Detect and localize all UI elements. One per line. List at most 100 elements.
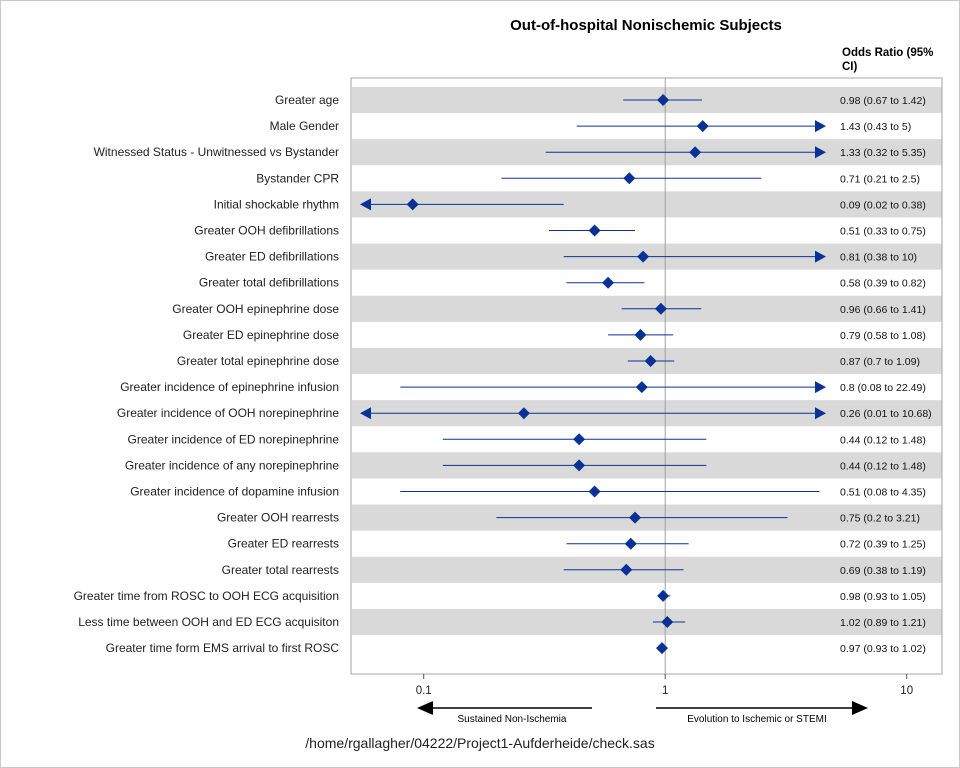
odds-ratio-marker: [588, 224, 601, 237]
x-axis: 0.1 1 10: [416, 674, 913, 697]
ci-clip-arrow-right: [815, 407, 826, 420]
row-label: Greater incidence of epinephrine infusio…: [120, 380, 339, 394]
or-ci-label: 0.44 (0.12 to 1.48): [840, 434, 926, 446]
x-tick-label: 1: [662, 685, 668, 697]
ci-clip-arrow-left: [360, 407, 371, 420]
forest-row: Greater time from ROSC to OOH ECG acquis…: [74, 589, 926, 603]
odds-ratio-marker: [624, 537, 637, 550]
row-label: Greater time from ROSC to OOH ECG acquis…: [74, 589, 339, 603]
odds-ratio-marker: [689, 146, 702, 159]
x-tick-label: 0.1: [416, 685, 432, 697]
row-label: Greater incidence of dopamine infusion: [130, 485, 339, 499]
forest-row: Greater age 0.98 (0.67 to 1.42): [275, 93, 926, 107]
forest-row: Greater total epinephrine dose 0.87 (0.7 …: [177, 354, 920, 368]
odds-ratio-marker: [635, 381, 648, 394]
left-direction-arrow: Sustained Non-Ischemia: [417, 701, 592, 725]
row-label: Male Gender: [270, 119, 339, 133]
forest-row: Greater OOH defibrillations 0.51 (0.33 to…: [194, 224, 926, 238]
right-direction-arrow: Evolution to Ischemic or STEMI: [656, 701, 868, 725]
or-ci-label: 0.79 (0.58 to 1.08): [840, 330, 926, 342]
row-label: Greater age: [275, 93, 339, 107]
or-ci-label: 0.51 (0.08 to 4.35): [840, 487, 926, 499]
forest-row: Witnessed Status - Unwitnessed vs Bystan…: [94, 145, 926, 159]
forest-row: Greater ED defibrillations 0.81 (0.38 to …: [205, 250, 917, 264]
row-label: Greater incidence of OOH norepinephrine: [117, 406, 339, 420]
right-arrow-label: Evolution to Ischemic or STEMI: [687, 714, 827, 725]
odds-ratio-marker: [657, 589, 670, 602]
or-ci-label: 0.81 (0.38 to 10): [840, 252, 917, 264]
or-ci-label: 0.69 (0.38 to 1.19): [840, 565, 926, 577]
or-ci-label: 0.96 (0.66 to 1.41): [840, 304, 926, 316]
or-header-line1: Odds Ratio (95%: [842, 47, 933, 59]
or-ci-label: 0.58 (0.39 to 0.82): [840, 278, 926, 290]
forest-row: Initial shockable rhythm 0.09 (0.02 to 0.…: [214, 197, 926, 211]
forest-rows: Greater age 0.98 (0.67 to 1.42) Male Gende…: [74, 93, 932, 655]
ci-clip-arrow-right: [815, 146, 826, 159]
forest-row: Greater incidence of ED norepinephrine 0.…: [128, 432, 926, 446]
row-label: Greater ED rearrests: [228, 537, 339, 551]
odds-ratio-marker: [620, 563, 633, 576]
odds-ratio-marker: [602, 276, 615, 289]
or-ci-label: 0.75 (0.2 to 3.21): [840, 513, 920, 525]
odds-ratio-marker: [588, 485, 601, 498]
row-label: Witnessed Status - Unwitnessed vs Bystan…: [94, 145, 339, 159]
row-label: Greater ED epinephrine dose: [183, 328, 339, 342]
odds-ratio-marker: [654, 302, 667, 315]
odds-ratio-marker: [573, 459, 586, 472]
ci-clip-arrow-right: [815, 381, 826, 394]
row-label: Initial shockable rhythm: [214, 197, 339, 211]
or-ci-label: 0.8 (0.08 to 22.49): [840, 382, 926, 394]
chart-title: Out-of-hospital Nonischemic Subjects: [510, 17, 782, 34]
odds-ratio-marker: [637, 250, 650, 263]
or-ci-label: 1.43 (0.43 to 5): [840, 121, 911, 133]
row-label: Greater OOH epinephrine dose: [172, 302, 339, 316]
row-label: Greater incidence of any norepinephrine: [125, 458, 339, 472]
forest-row: Greater incidence of OOH norepinephrine 0…: [117, 406, 932, 420]
plot-area: [350, 77, 943, 675]
odds-ratio-marker: [573, 433, 586, 446]
odds-ratio-marker: [517, 407, 530, 420]
or-ci-label: 0.26 (0.01 to 10.68): [840, 408, 932, 420]
odds-ratio-marker: [634, 328, 647, 341]
row-label: Greater OOH rearrests: [217, 511, 339, 525]
forest-row: Greater incidence of any norepinephrine 0…: [125, 458, 926, 472]
forest-row: Bystander CPR 0.71 (0.21 to 2.5): [256, 171, 920, 185]
ci-clip-arrow-left: [360, 198, 371, 211]
or-ci-label: 1.33 (0.32 to 5.35): [840, 147, 926, 159]
forest-row: Greater incidence of dopamine infusion 0.…: [130, 485, 926, 499]
odds-ratio-marker: [696, 120, 709, 133]
x-tick-label: 10: [900, 685, 913, 697]
left-arrow-label: Sustained Non-Ischemia: [458, 714, 567, 725]
row-label: Greater OOH defibrillations: [194, 224, 339, 238]
or-header-line2: CI): [842, 61, 858, 73]
odds-ratio-marker: [623, 172, 636, 185]
or-ci-label: 0.98 (0.93 to 1.05): [840, 591, 926, 603]
or-ci-label: 0.51 (0.33 to 0.75): [840, 226, 926, 238]
or-ci-label: 0.09 (0.02 to 0.38): [840, 199, 926, 211]
forest-row: Greater OOH epinephrine dose 0.96 (0.66 t…: [172, 302, 926, 316]
or-ci-label: 0.97 (0.93 to 1.02): [840, 643, 926, 655]
forest-row: Greater time form EMS arrival to first R…: [106, 641, 926, 655]
forest-row: Greater total defibrillations 0.58 (0.39 …: [199, 276, 926, 290]
odds-ratio-marker: [657, 94, 670, 106]
row-label: Greater incidence of ED norepinephrine: [128, 432, 340, 446]
or-ci-label: 0.71 (0.21 to 2.5): [840, 173, 920, 185]
forest-row: Greater total rearrests 0.69 (0.38 to 1.1…: [222, 563, 926, 577]
forest-row: Male Gender 1.43 (0.43 to 5): [270, 119, 912, 133]
or-ci-label: 1.02 (0.89 to 1.21): [840, 617, 926, 629]
ci-clip-arrow-right: [815, 250, 826, 263]
row-label: Less time between OOH and ED ECG acquisi…: [78, 615, 339, 629]
row-label: Greater total rearrests: [222, 563, 339, 577]
row-label: Greater ED defibrillations: [205, 250, 339, 264]
footer-path: /home/rgallagher/04222/Project1-Aufderhe…: [305, 735, 654, 751]
forest-row: Greater incidence of epinephrine infusio…: [120, 380, 926, 394]
forest-row: Greater OOH rearrests 0.75 (0.2 to 3.21): [217, 511, 920, 525]
row-label: Greater total epinephrine dose: [177, 354, 339, 368]
forest-row: Greater ED epinephrine dose 0.79 (0.58 to…: [183, 328, 926, 342]
forest-row: Less time between OOH and ED ECG acquisi…: [78, 615, 926, 629]
or-ci-label: 0.72 (0.39 to 1.25): [840, 539, 926, 551]
odds-ratio-marker: [629, 511, 642, 524]
odds-ratio-marker: [656, 642, 669, 655]
or-ci-label: 0.98 (0.67 to 1.42): [840, 95, 926, 107]
